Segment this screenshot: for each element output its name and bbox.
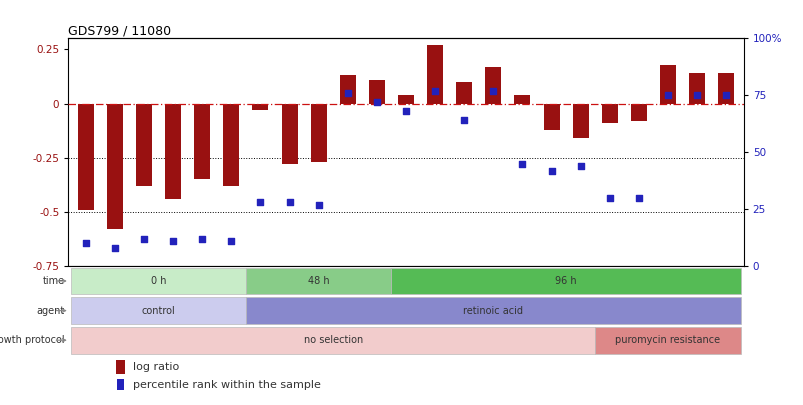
Point <box>544 167 557 174</box>
Bar <box>71 297 246 324</box>
Bar <box>455 82 471 104</box>
Bar <box>369 80 385 104</box>
Bar <box>601 104 617 123</box>
Bar <box>514 95 530 104</box>
Text: log ratio: log ratio <box>132 362 179 372</box>
Point <box>516 160 528 167</box>
Bar <box>223 104 239 186</box>
Bar <box>630 104 646 121</box>
Point <box>108 245 121 251</box>
Bar <box>246 268 391 294</box>
Text: no selection: no selection <box>304 335 362 345</box>
Point <box>79 240 92 247</box>
Bar <box>107 104 123 229</box>
Point <box>573 163 586 169</box>
Bar <box>310 104 326 162</box>
Point <box>457 117 470 124</box>
Bar <box>391 268 740 294</box>
Bar <box>71 268 246 294</box>
Point <box>602 195 615 201</box>
Bar <box>194 104 210 179</box>
Point <box>487 87 499 94</box>
Bar <box>340 75 356 104</box>
Bar <box>78 104 94 210</box>
Bar <box>717 73 733 104</box>
Bar <box>71 327 594 354</box>
Point <box>690 92 703 99</box>
Bar <box>281 104 297 164</box>
Bar <box>594 327 740 354</box>
Bar <box>116 360 124 374</box>
Point <box>196 236 209 242</box>
Text: percentile rank within the sample: percentile rank within the sample <box>132 379 320 390</box>
Text: 96 h: 96 h <box>555 276 577 286</box>
Point <box>661 92 674 99</box>
Bar <box>252 104 268 110</box>
Text: puromycin resistance: puromycin resistance <box>614 335 719 345</box>
Point <box>312 201 324 208</box>
Point <box>370 99 383 105</box>
Bar <box>659 64 675 104</box>
Point <box>137 236 150 242</box>
Point <box>225 238 238 244</box>
Text: growth protocol: growth protocol <box>0 335 65 345</box>
Bar <box>397 95 414 104</box>
Text: control: control <box>141 306 175 315</box>
Point <box>341 90 354 96</box>
Point <box>632 195 645 201</box>
Text: time: time <box>43 276 65 286</box>
Point <box>428 87 441 94</box>
Bar <box>543 104 559 130</box>
Bar <box>572 104 588 138</box>
Bar <box>116 379 124 390</box>
Bar <box>165 104 181 199</box>
Text: GDS799 / 11080: GDS799 / 11080 <box>68 24 171 37</box>
Bar <box>688 73 704 104</box>
Bar <box>426 45 442 104</box>
Text: agent: agent <box>37 306 65 315</box>
Point <box>254 199 267 206</box>
Bar <box>246 297 740 324</box>
Text: 48 h: 48 h <box>308 276 329 286</box>
Text: retinoic acid: retinoic acid <box>463 306 523 315</box>
Point <box>283 199 296 206</box>
Text: 0 h: 0 h <box>151 276 166 286</box>
Point <box>399 108 412 115</box>
Bar <box>136 104 152 186</box>
Point <box>719 92 732 99</box>
Point <box>166 238 179 244</box>
Bar <box>485 67 501 104</box>
